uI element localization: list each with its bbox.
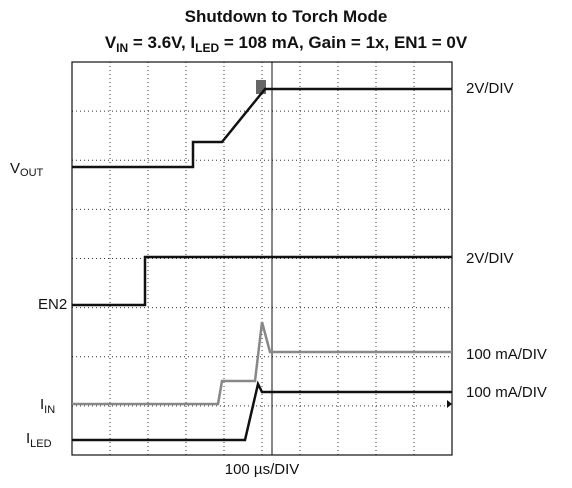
time-scale: 100 µs/DIV bbox=[225, 461, 300, 478]
subtitle-sub: IN bbox=[116, 41, 128, 55]
vout-trace bbox=[72, 87, 452, 169]
subtitle-part: = 3.6V, I bbox=[128, 33, 195, 52]
subtitle-part: V bbox=[105, 33, 117, 52]
label-part: V bbox=[10, 160, 20, 177]
channel-scale: 100 mA/DIV bbox=[466, 384, 547, 401]
channel-scale: 2V/DIV bbox=[466, 80, 514, 97]
channel-scale: 2V/DIV bbox=[466, 250, 514, 267]
graticule bbox=[72, 62, 452, 455]
iled-trace bbox=[72, 380, 452, 442]
subtitle: VIN = 3.6V, ILED = 108 mA, Gain = 1x, EN… bbox=[105, 33, 468, 55]
channel-scale: 100 mA/DIV bbox=[466, 346, 547, 363]
label-sub: IN bbox=[44, 404, 55, 416]
label-part: EN2 bbox=[38, 296, 67, 313]
channel-label: ILED bbox=[26, 430, 52, 450]
channel-label: VOUT bbox=[10, 160, 44, 179]
label-part: I bbox=[40, 396, 44, 413]
en2-trace bbox=[72, 255, 452, 307]
label-sub: LED bbox=[30, 438, 51, 450]
channel-label: EN2 bbox=[38, 296, 67, 313]
subtitle-sub: LED bbox=[195, 41, 219, 55]
label-part: I bbox=[26, 430, 30, 447]
level-marker bbox=[447, 400, 452, 408]
trigger-marker bbox=[256, 80, 266, 94]
subtitle-part: = 108 mA, Gain = 1x, EN1 = 0V bbox=[219, 33, 468, 52]
iin-trace bbox=[72, 321, 452, 406]
label-sub: OUT bbox=[20, 167, 44, 179]
channel-label: IIN bbox=[40, 396, 55, 416]
screen-border bbox=[71, 61, 453, 456]
title: Shutdown to Torch Mode bbox=[185, 7, 388, 26]
